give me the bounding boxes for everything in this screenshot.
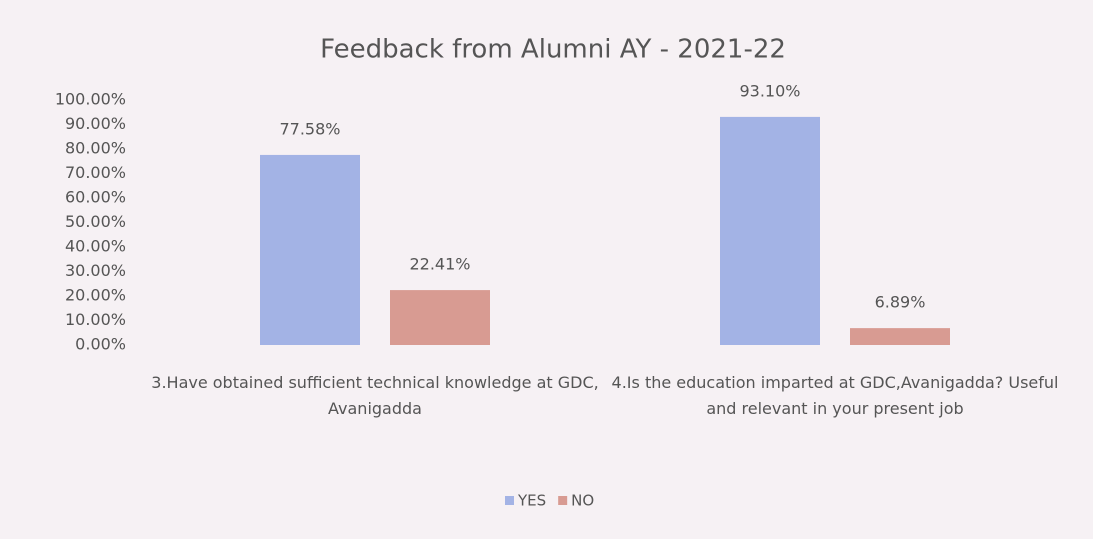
y-tick-label: 30.00% <box>65 261 126 280</box>
y-tick-label: 40.00% <box>65 237 126 256</box>
y-tick-label: 20.00% <box>65 286 126 305</box>
data-label: 93.10% <box>739 81 800 100</box>
data-label: 77.58% <box>279 119 340 138</box>
data-label: 6.89% <box>875 293 926 312</box>
legend-label: YES <box>517 492 546 510</box>
bar <box>390 290 490 345</box>
legend-label: NO <box>571 492 594 510</box>
y-tick-label: 50.00% <box>65 212 126 231</box>
y-tick-label: 0.00% <box>75 335 126 354</box>
y-tick-label: 60.00% <box>65 188 126 207</box>
y-tick-label: 80.00% <box>65 139 126 158</box>
y-tick-label: 10.00% <box>65 310 126 329</box>
y-tick-label: 70.00% <box>65 163 126 182</box>
x-tick-label: 4.Is the education imparted at GDC,Avani… <box>611 373 1059 418</box>
x-tick-label: 3.Have obtained sufficient technical kno… <box>151 373 599 418</box>
bar <box>850 328 950 345</box>
legend-swatch <box>505 496 514 505</box>
chart-title: Feedback from Alumni AY - 2021-22 <box>320 35 786 65</box>
legend-swatch <box>558 496 568 505</box>
y-tick-label: 100.00% <box>55 90 126 109</box>
data-label: 22.41% <box>409 255 470 274</box>
bar <box>260 154 360 345</box>
bar <box>720 116 820 345</box>
y-tick-label: 90.00% <box>65 114 126 133</box>
